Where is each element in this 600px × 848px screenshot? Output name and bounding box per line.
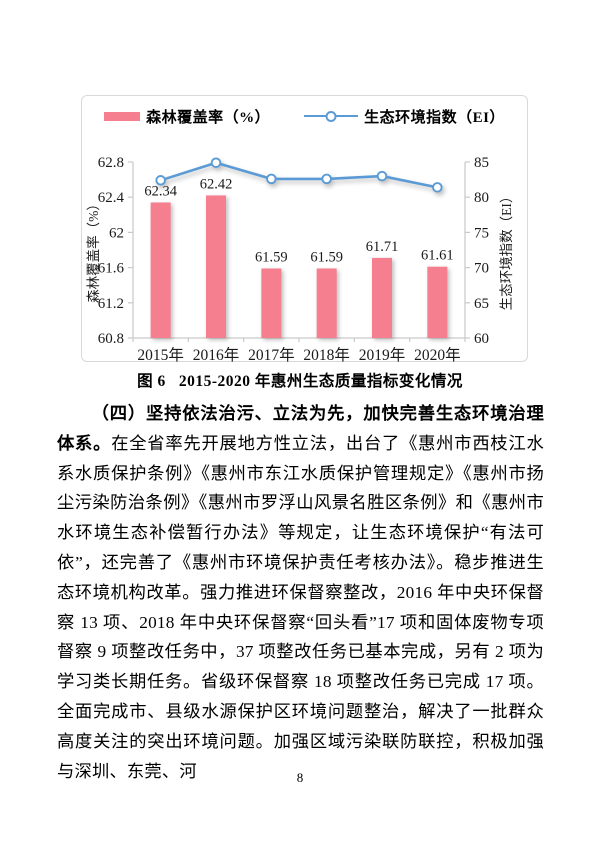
svg-text:60: 60 <box>474 331 489 347</box>
svg-text:2015年: 2015年 <box>137 346 184 364</box>
bar-swatch-icon <box>104 111 141 121</box>
page-number: 8 <box>296 770 304 785</box>
svg-text:60.8: 60.8 <box>98 331 124 347</box>
legend-label-ei: 生态环境指数（EI） <box>364 109 505 126</box>
svg-text:62.8: 62.8 <box>98 155 124 171</box>
svg-text:85: 85 <box>474 155 489 171</box>
chart-legend: 森林覆盖率（%） 生态环境指数（EI） <box>82 96 527 130</box>
legend-label-forest-coverage: 森林覆盖率（%） <box>146 109 271 126</box>
svg-text:2019年: 2019年 <box>359 346 406 364</box>
legend-item-forest-coverage: 森林覆盖率（%） <box>104 106 270 127</box>
svg-text:65: 65 <box>474 296 489 312</box>
legend-item-ei: 生态环境指数（EI） <box>304 106 505 127</box>
paragraph-lead: （四）坚持依法治污、立法为先，加快完善生态环境治理体系。 <box>57 404 544 453</box>
svg-text:2017年: 2017年 <box>248 346 295 364</box>
svg-text:2016年: 2016年 <box>193 346 240 364</box>
svg-text:2020年: 2020年 <box>414 346 461 364</box>
figure-chart: 森林覆盖率（%） 生态环境指数（EI） 62.8 62.4 62 61.6 61.2 60… <box>81 95 528 364</box>
body-paragraph: （四）坚持依法治污、立法为先，加快完善生态环境治理体系。在全省率先开展地方性立法… <box>57 399 544 786</box>
svg-text:61.61: 61.61 <box>421 248 454 264</box>
svg-text:生态环境指数（EI）: 生态环境指数（EI） <box>499 190 514 311</box>
svg-text:61.2: 61.2 <box>98 296 124 312</box>
chart-plot: 62.8 62.4 62 61.6 61.2 60.8 85 80 75 70 65 60 2015年 2… <box>85 155 514 364</box>
svg-text:62.34: 62.34 <box>144 183 177 199</box>
line-swatch-icon <box>304 110 359 122</box>
svg-text:62.42: 62.42 <box>200 176 233 192</box>
svg-text:61.6: 61.6 <box>98 261 125 277</box>
svg-text:61.71: 61.71 <box>366 239 399 255</box>
svg-text:61.59: 61.59 <box>255 249 288 265</box>
svg-text:森林覆盖率（%）: 森林覆盖率（%） <box>85 197 101 303</box>
svg-text:75: 75 <box>474 225 489 241</box>
svg-text:62.4: 62.4 <box>98 190 125 206</box>
figure-caption: 图 6 2015-2020 年惠州生态质量指标变化情况 <box>137 373 463 390</box>
svg-text:2018年: 2018年 <box>303 346 350 364</box>
svg-text:62: 62 <box>109 225 124 241</box>
svg-text:61.59: 61.59 <box>310 249 343 265</box>
svg-text:70: 70 <box>474 261 489 277</box>
paragraph-rest: 在全省率先开展地方性立法，出台了《惠州市西枝江水系水质保护条例》《惠州市东江水质… <box>57 433 544 781</box>
svg-text:80: 80 <box>474 190 489 206</box>
